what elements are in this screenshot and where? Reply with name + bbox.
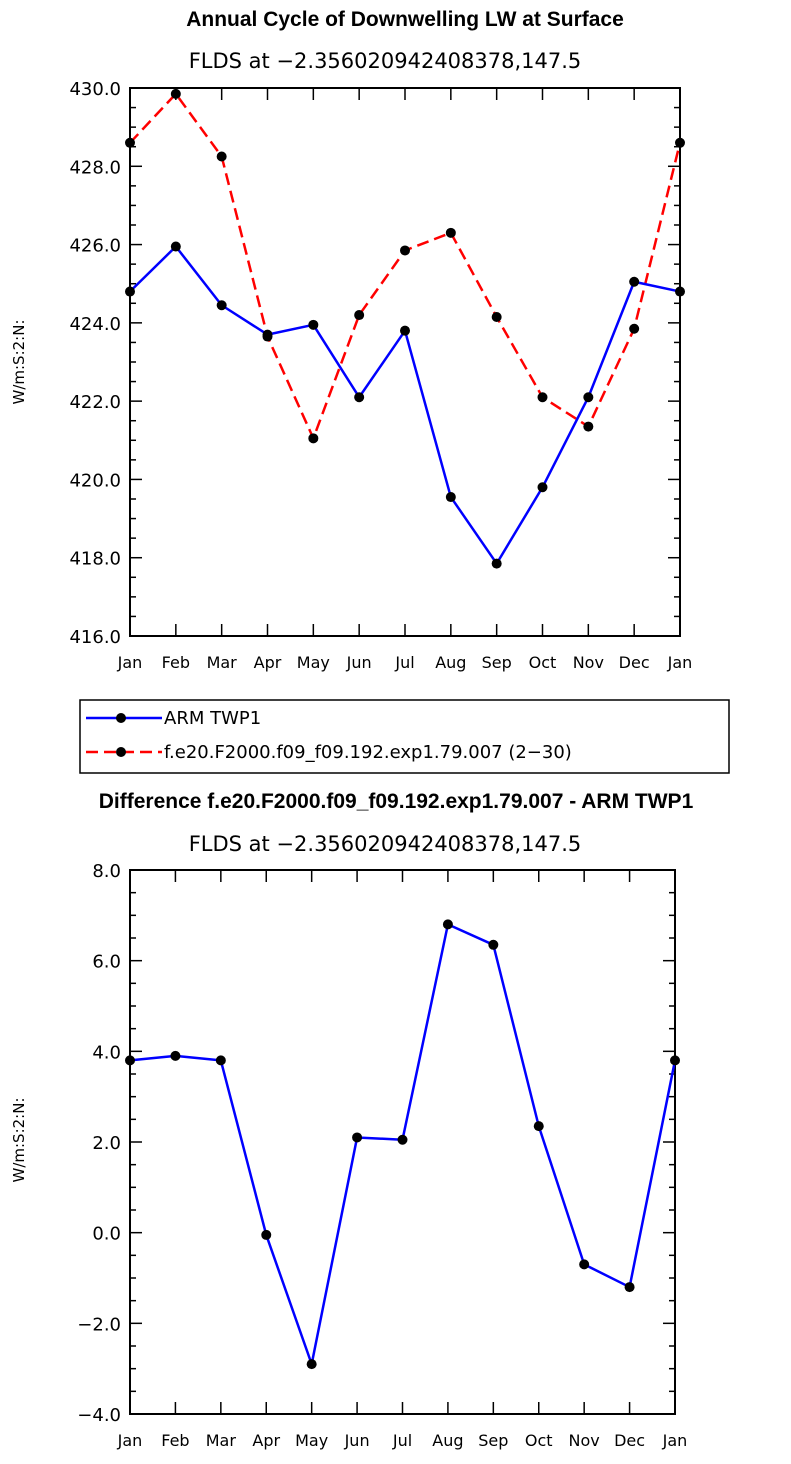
chart2-point-0 [397,1134,408,1145]
chart1-point-1 [354,310,365,321]
legend-label-arm: ARM TWP1 [164,708,261,729]
chart1-point-0 [583,392,594,403]
chart2-xtick-label: Feb [161,1431,189,1450]
chart1-point-1 [308,433,319,444]
chart1-point-1 [170,88,181,99]
legend-marker-model [116,747,126,757]
legend-label-model: f.e20.F2000.f09_f09.192.exp1.79.007 (2−3… [164,742,572,763]
chart1-point-0 [675,286,685,297]
chart1-xtick-label: Nov [573,653,604,672]
chart2-point-0 [670,1055,680,1066]
chart1-point-1 [675,137,685,148]
chart1-ytick-label: 430.0 [69,79,121,100]
chart1-xtick-label: Dec [619,653,650,672]
chart1-xtick-label: Jan [117,653,143,672]
chart1-point-0 [354,392,365,403]
chart2-ytick-label: 0.0 [92,1224,121,1245]
chart1-point-0 [491,558,502,569]
chart2-point-0 [125,1055,135,1066]
chart1-ytick-label: 418.0 [69,549,121,570]
chart2-point-0 [579,1259,590,1270]
chart2-ytick-label: 8.0 [92,861,121,882]
chart2-point-0 [488,939,499,950]
chart2-point-0 [352,1132,363,1143]
chart2-ytick-label: −4.0 [77,1405,121,1426]
chart2-point-0 [261,1229,272,1240]
chart1-xtick-label: Jun [346,653,372,672]
chart1-point-0 [629,276,640,287]
chart2-xtick-label: Jul [392,1431,412,1450]
chart1-plot: 416.0 418.0 420.0 422.0 424.0 426.0 428.0 430.0… [69,79,692,672]
chart1-point-1 [400,245,410,256]
chart2-ytick-label: 2.0 [92,1133,121,1154]
chart1-xtick-label: Aug [435,653,466,672]
chart2-xtick-label: Nov [569,1431,600,1450]
chart1-xtick-label: Oct [529,653,557,672]
chart1-xtick-label: Sep [482,653,512,672]
chart1-series-line-1 [129,92,682,440]
chart1-point-0 [445,492,456,503]
chart2-ylabel: W/m:S:2:N: [10,1098,28,1183]
chart1-xtick-label: Jan [667,653,693,672]
chart1-point-1 [262,331,273,342]
chart2-xtick-label: Mar [206,1431,237,1450]
chart1-point-1 [445,227,456,238]
chart2-ytick-label: 4.0 [92,1042,121,1063]
legend-marker-arm [116,713,126,723]
chart1-point-1 [216,151,227,162]
chart2-point-0 [624,1282,635,1293]
chart2-point-0 [215,1055,226,1066]
chart2-point-0 [533,1121,544,1132]
chart1-ytick-label: 416.0 [69,627,121,648]
chart1-series-line-0 [129,245,681,565]
chart1-point-1 [629,323,640,334]
chart1-xtick-label: Jul [394,653,414,672]
chart2-point-0 [170,1050,181,1061]
chart1-ylabel: W/m:S:2:N: [10,320,28,405]
chart1-frame [129,87,681,637]
chart1-point-1 [583,421,594,432]
chart2-xtick-label: Sep [478,1431,508,1450]
chart1-xtick-label: May [297,653,330,672]
chart1-xtick-label: Apr [254,653,282,672]
chart2-xtick-label: Jan [117,1431,143,1450]
chart1-title: Annual Cycle of Downwelling LW at Surfac… [186,8,624,31]
chart1-ytick-label: 424.0 [69,314,121,335]
chart2-ytick-label: 6.0 [92,952,121,973]
chart2-xtick-label: Jan [662,1431,688,1450]
chart1-point-1 [491,311,502,322]
chart1-xtick-label: Mar [207,653,238,672]
chart2-title: Difference f.e20.F2000.f09_f09.192.exp1.… [99,790,694,813]
chart1-point-0 [170,241,181,252]
chart2-subtitle: FLDS at −2.356020942408378,147.5 [189,832,582,856]
chart2-xtick-label: Dec [614,1431,645,1450]
chart1-ytick-label: 426.0 [69,236,121,257]
chart1-point-0 [537,482,548,493]
chart2-xtick-label: Jun [344,1431,370,1450]
chart1-ytick-label: 428.0 [69,157,121,178]
chart1-point-0 [125,286,135,297]
chart2-xtick-label: Apr [252,1431,280,1450]
chart2-plot: −4.0 −2.0 0.0 2.0 4.0 6.0 8.0 Jan Feb Mar Apr May Ju… [77,861,687,1450]
chart2-point-0 [306,1359,317,1370]
chart2-point-0 [442,919,453,930]
chart2-ytick-label: −2.0 [77,1314,121,1335]
chart1-ytick-label: 422.0 [69,392,121,413]
chart1-point-0 [216,300,227,311]
chart1-legend: ARM TWP1 f.e20.F2000.f09_f09.192.exp1.79… [79,699,730,774]
chart1-point-1 [125,137,135,148]
legend-box [79,699,730,774]
chart2-xtick-label: Aug [432,1431,463,1450]
chart1-point-1 [537,392,548,403]
chart1-subtitle: FLDS at −2.356020942408378,147.5 [189,49,582,73]
chart1-point-0 [308,319,319,330]
chart1-point-0 [400,325,410,336]
chart1-ytick-label: 420.0 [69,470,121,491]
chart1-xtick-label: Feb [162,653,190,672]
chart2-xtick-label: Oct [525,1431,553,1450]
chart2-xtick-label: May [295,1431,328,1450]
